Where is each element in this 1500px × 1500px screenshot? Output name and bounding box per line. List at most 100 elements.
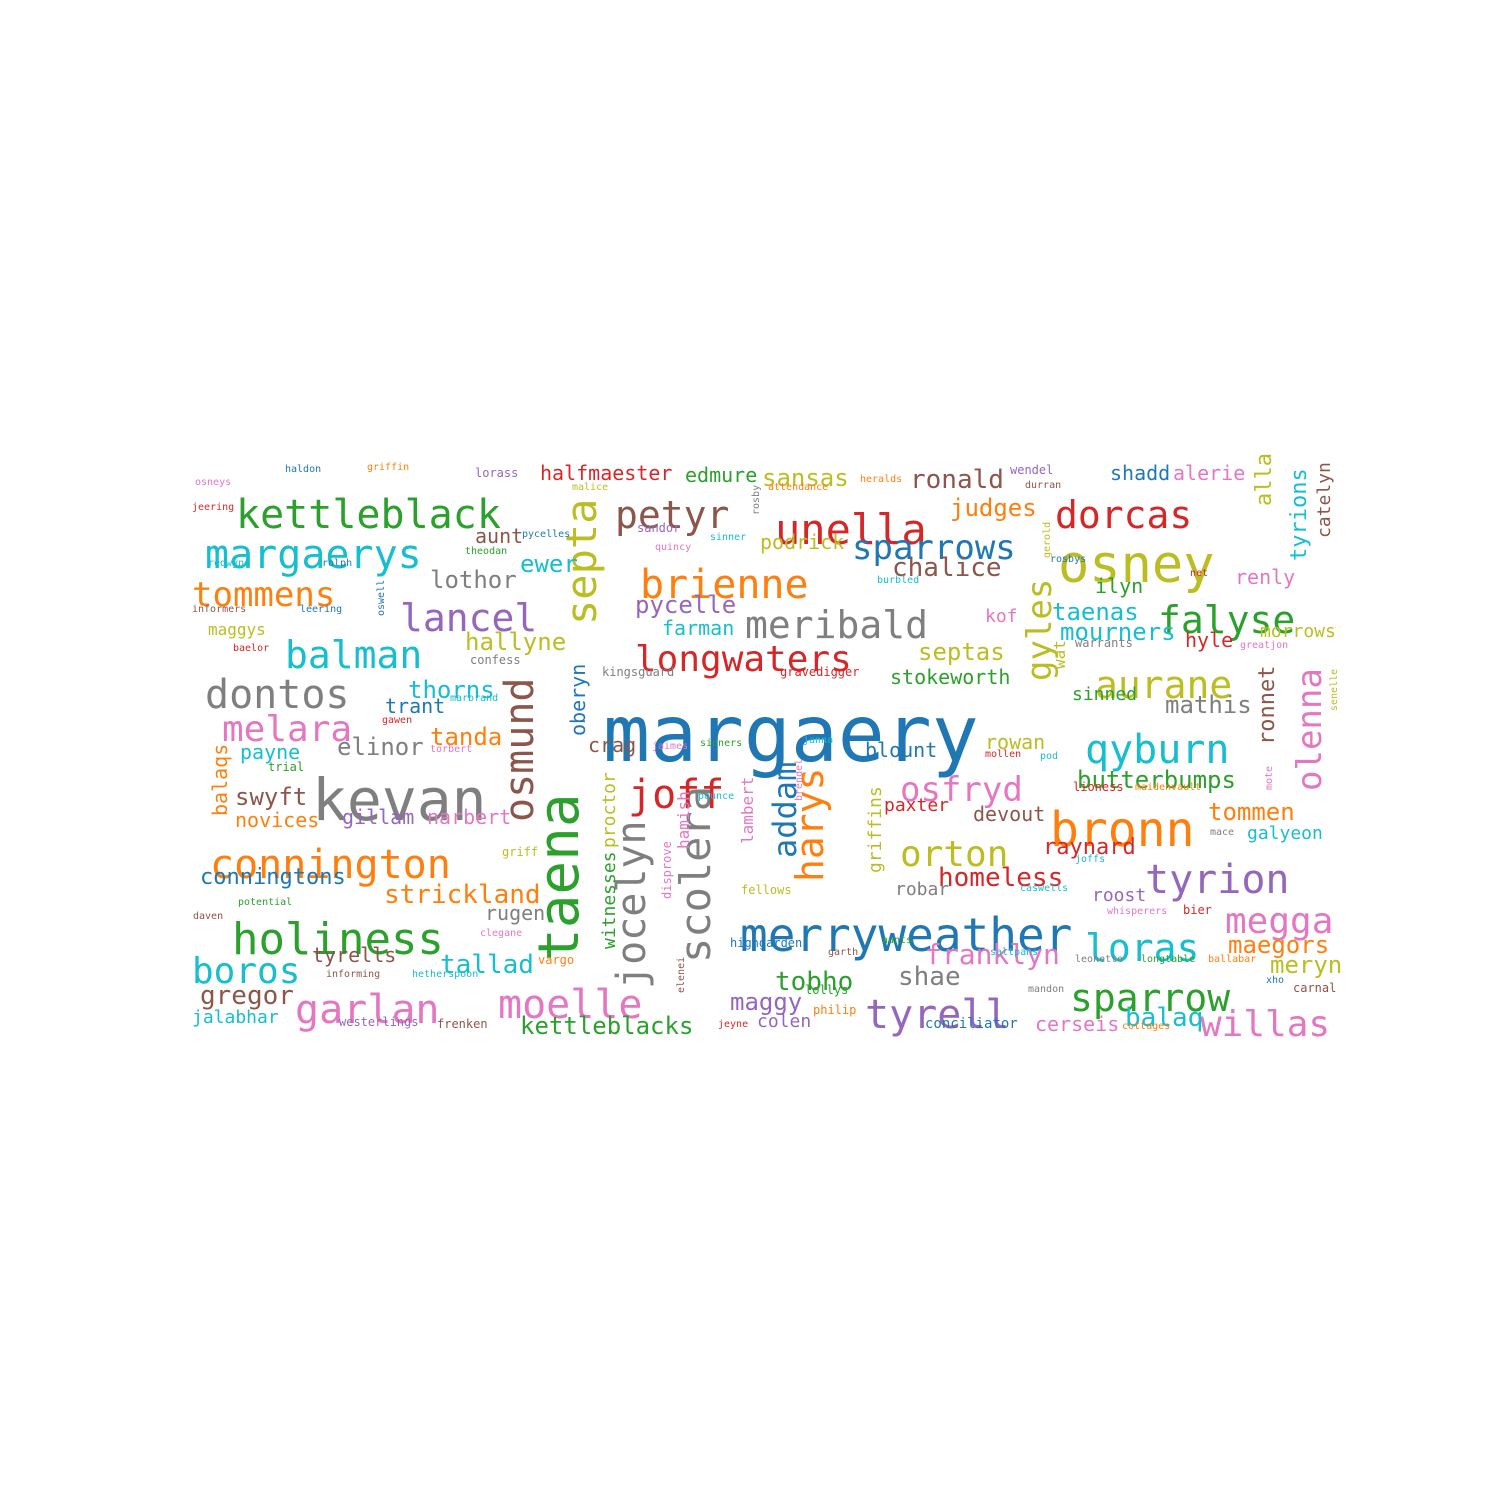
word-xho: xho bbox=[1266, 975, 1285, 986]
word-gillam: gillam bbox=[342, 805, 415, 829]
word-hyle: hyle bbox=[1185, 628, 1234, 652]
word-maidenvault: maidenvault bbox=[1135, 782, 1202, 793]
word-heralds: heralds bbox=[860, 474, 903, 485]
word-redwyne: redwyne bbox=[208, 558, 251, 569]
word-ilyn: ilyn bbox=[1095, 574, 1144, 598]
word-rolph: rolph bbox=[322, 558, 353, 569]
word-swyft: swyft bbox=[235, 783, 308, 811]
word-garth: garth bbox=[828, 947, 859, 958]
word-whisperers: whisperers bbox=[1107, 906, 1168, 917]
word-confess: confess bbox=[470, 653, 521, 667]
word-gerold: gerold bbox=[1042, 521, 1053, 558]
word-galyeon: galyeon bbox=[1247, 823, 1323, 844]
word-cloud: margaery kevan taena osney bronn merryweather… bbox=[185, 450, 1355, 1040]
word-jeyne: jeyne bbox=[718, 1019, 749, 1030]
word-tommen: tommen bbox=[1208, 798, 1295, 826]
word-conningtons: conningtons bbox=[200, 865, 346, 890]
word-dorcas: dorcas bbox=[1055, 493, 1193, 537]
word-kettleblacks: kettleblacks bbox=[520, 1012, 694, 1040]
word-halfmaester: halfmaester bbox=[540, 461, 673, 485]
word-sandor: sandor bbox=[637, 521, 681, 535]
word-caswells: caswells bbox=[1020, 883, 1069, 894]
word-tallad: tallad bbox=[440, 950, 534, 980]
word-crag: crag bbox=[588, 733, 637, 757]
word-garlan: garlan bbox=[295, 987, 440, 1033]
word-lancel: lancel bbox=[400, 596, 538, 640]
word-elinor: elinor bbox=[337, 733, 424, 761]
word-falyse: falyse bbox=[1158, 598, 1296, 642]
word-moelle: moelle bbox=[498, 982, 643, 1028]
word-cerseis: cerseis bbox=[1035, 1012, 1120, 1036]
word-frenken: frenken bbox=[437, 1017, 488, 1031]
word-kingsguard: kingsguard bbox=[602, 665, 675, 679]
word-informing: informing bbox=[326, 969, 381, 980]
word-mourners: mourners bbox=[1060, 618, 1176, 646]
word-pod: pod bbox=[1040, 751, 1059, 762]
word-roost: roost bbox=[1092, 885, 1147, 906]
word-daven: daven bbox=[193, 911, 224, 922]
word-colen: colen bbox=[757, 1011, 812, 1032]
word-edmure: edmure bbox=[685, 463, 758, 487]
word-kettleblack: kettleblack bbox=[236, 492, 501, 538]
word-jaimes: jaimes bbox=[652, 741, 689, 752]
word-tommens: tommens bbox=[192, 575, 336, 615]
word-hallyne: hallyne bbox=[465, 628, 567, 656]
word-devout: devout bbox=[973, 802, 1046, 826]
word-pycelle: pycelle bbox=[635, 591, 737, 619]
word-alerie: alerie bbox=[1173, 461, 1246, 485]
word-disprove: disprove bbox=[660, 841, 674, 899]
word-petyr: petyr bbox=[615, 493, 730, 537]
word-tyrells: tyrells bbox=[312, 943, 397, 967]
word-jalabhar: jalabhar bbox=[192, 1007, 279, 1028]
word-warrants: warrants bbox=[1075, 636, 1133, 650]
word-witnesses: witnesses bbox=[599, 851, 620, 949]
word-griffins: griffins bbox=[865, 786, 886, 874]
word-margaerys: margaerys bbox=[205, 532, 422, 578]
word-farman: farman bbox=[662, 616, 735, 640]
word-marbrand: marbrand bbox=[450, 693, 499, 704]
word-oswell: oswell bbox=[376, 579, 387, 616]
word-gravedigger: gravedigger bbox=[780, 665, 860, 679]
word-renly: renly bbox=[1235, 565, 1296, 589]
word-malice: malice bbox=[572, 482, 609, 493]
word-clegane: clegane bbox=[480, 928, 523, 939]
word-butterbumps: butterbumps bbox=[1077, 766, 1236, 794]
word-baelor: baelor bbox=[233, 643, 270, 654]
word-mollen: mollen bbox=[985, 749, 1022, 760]
word-carnal: carnal bbox=[1293, 981, 1337, 995]
word-margaery: margaery bbox=[603, 690, 979, 780]
word-willas: willas bbox=[1200, 1004, 1331, 1041]
word-rosby: rosby bbox=[751, 484, 762, 515]
word-holiness: holiness bbox=[232, 914, 444, 965]
word-meribald: meribald bbox=[745, 603, 929, 647]
word-westerlings: westerlings bbox=[339, 1015, 419, 1029]
word-megga: megga bbox=[1225, 901, 1334, 942]
word-highgarden: highgarden bbox=[730, 936, 803, 950]
word-balman: balman bbox=[285, 633, 423, 677]
word-janna: janna bbox=[803, 735, 834, 746]
word-cottages: cottages bbox=[1122, 1021, 1171, 1032]
word-olenna: olenna bbox=[1290, 668, 1330, 792]
word-septas: septas bbox=[918, 638, 1005, 666]
word-gregor: gregor bbox=[200, 981, 294, 1011]
word-taenas: taenas bbox=[1052, 598, 1139, 626]
word-stokeworth: stokeworth bbox=[890, 665, 1011, 689]
word-sparrows: sparrows bbox=[852, 528, 1016, 568]
word-balaq: balaq bbox=[1125, 1003, 1204, 1033]
word-mathis: mathis bbox=[1165, 691, 1252, 719]
word-oberyn: oberyn bbox=[566, 663, 590, 736]
word-raynard: raynard bbox=[1043, 835, 1136, 860]
word-net: net bbox=[1190, 568, 1209, 579]
word-torbert: torbert bbox=[430, 744, 473, 755]
word-judges: judges bbox=[950, 494, 1037, 522]
word-wendel: wendel bbox=[1010, 463, 1054, 477]
word-aurane: aurane bbox=[1095, 663, 1233, 707]
word-hamish: hamish bbox=[674, 791, 693, 849]
word-jeering: jeering bbox=[192, 502, 235, 513]
word-morrows: morrows bbox=[1260, 621, 1336, 642]
word-pounce: pounce bbox=[698, 791, 735, 802]
word-ronald: ronald bbox=[910, 465, 1004, 495]
word-qyburn: qyburn bbox=[1085, 727, 1230, 773]
word-novices: novices bbox=[235, 808, 320, 832]
word-bier: bier bbox=[1183, 903, 1212, 917]
